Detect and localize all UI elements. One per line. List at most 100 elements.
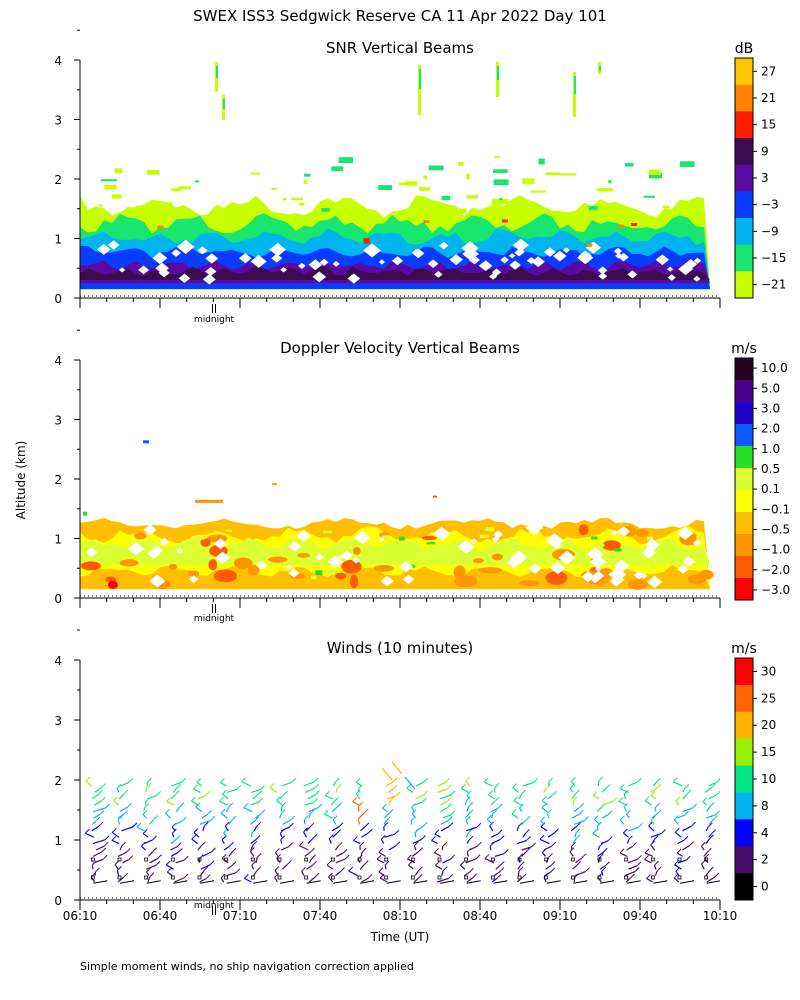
wind-barb-flag [231,861,237,866]
wind-barb [199,880,215,884]
wind-barb [166,871,173,877]
wind-barb-flag [241,777,247,783]
wind-barb-flag [411,802,416,808]
snr-gap [378,259,385,265]
wind-barb-flag [521,789,527,795]
snr-gap [667,274,676,281]
snr-patch [291,197,304,201]
wind-barb-flag [309,822,315,828]
wind-barb-flag [448,822,454,827]
wind-barb [597,857,601,863]
wind-barb-flag [95,816,101,822]
y-tick-label: 1 [54,233,62,247]
wind-barb [250,838,257,845]
wind-barb-flag [579,802,585,808]
wind-barb [439,794,452,800]
velocity-blob [478,567,503,574]
velocity-speck [493,547,500,552]
wind-barb-flag [714,872,720,878]
wind-barb-flag [358,801,363,807]
wind-barb [483,781,493,787]
velocity-gap [213,538,228,550]
velocity-gap [378,536,385,542]
wind-barb [602,814,609,819]
wind-barb [91,793,99,800]
wind-barb-flag [653,835,659,840]
wind-barb-flag [675,796,681,802]
wind-barb-flag [363,808,369,814]
wind-barb [622,832,629,838]
wind-barb [282,819,291,825]
wind-barb-flag [274,865,280,871]
wind-barb-flag [393,777,398,782]
snr-gap [562,247,570,253]
wind-barb-flag [141,841,146,847]
wind-barb-flag [220,873,226,879]
wind-barb-flag [352,797,357,802]
snr-gap [280,267,288,273]
winds-panel-title: Winds (10 minutes) [327,639,474,657]
wind-barb [379,877,388,883]
wind-barb [359,880,375,884]
wind-barb-flag [711,829,716,835]
wind-barb-flag [231,847,237,853]
wind-barb [708,819,714,825]
wind-barb [602,800,614,806]
wind-barb [253,880,268,884]
calm-marker [197,875,202,880]
wind-barb-flag [175,790,180,795]
wind-barb [84,832,95,838]
wind-barb-flag [181,777,186,783]
wind-barb-flag [101,847,107,853]
calm-marker [570,875,575,880]
wind-barb [147,876,151,883]
velocity-gap [510,550,528,565]
snr-patch [338,157,354,163]
wind-barb [254,813,262,819]
wind-barb-flag [98,789,103,795]
wind-barb-flag [359,841,365,847]
velocity-blob [472,558,484,564]
velocity-blob [453,565,466,579]
midnight-label-snr: midnight [194,315,235,325]
velocity-blob [233,557,253,569]
wind-barb [644,800,652,806]
snr-gap [598,272,608,280]
wind-barb-flag [172,828,177,834]
wind-barb [145,787,148,793]
wind-barb-flag [340,867,345,872]
wind-barb [353,839,361,845]
wind-barb [431,839,439,845]
wind-barb-flag [313,798,318,803]
wind-barb [90,876,96,883]
wind-barb-flag [222,789,227,795]
snr-gap [531,256,545,268]
snr-gap [509,260,521,270]
wind-barb [491,878,498,883]
wind-barb [436,877,449,883]
wind-barb-flag [258,797,264,803]
wind-barb [200,864,211,870]
wind-barb-flag [646,874,651,879]
wind-barb-flag [314,784,319,789]
snr-gap [391,256,404,266]
wind-barb [466,877,474,883]
snr-gap [512,238,529,252]
wind-barb-flag [103,841,109,847]
wind-barb [486,818,494,825]
velocity-gap [457,539,475,554]
wind-barb-flag [384,860,390,866]
wind-barb-flag [386,816,391,821]
wind-barb-flag [125,848,131,853]
colorbar-tick-label: −3.0 [761,583,790,597]
wind-barb-flag [142,810,148,815]
calm-marker [250,857,255,862]
wind-barb-flag [518,853,524,859]
velocity-speck [581,537,587,542]
wind-barb-flag [661,829,666,834]
wind-barb [624,870,636,877]
wind-barb [592,794,600,800]
wind-barb [574,871,586,877]
wind-barb-flag [299,841,304,846]
calm-marker [304,875,309,880]
